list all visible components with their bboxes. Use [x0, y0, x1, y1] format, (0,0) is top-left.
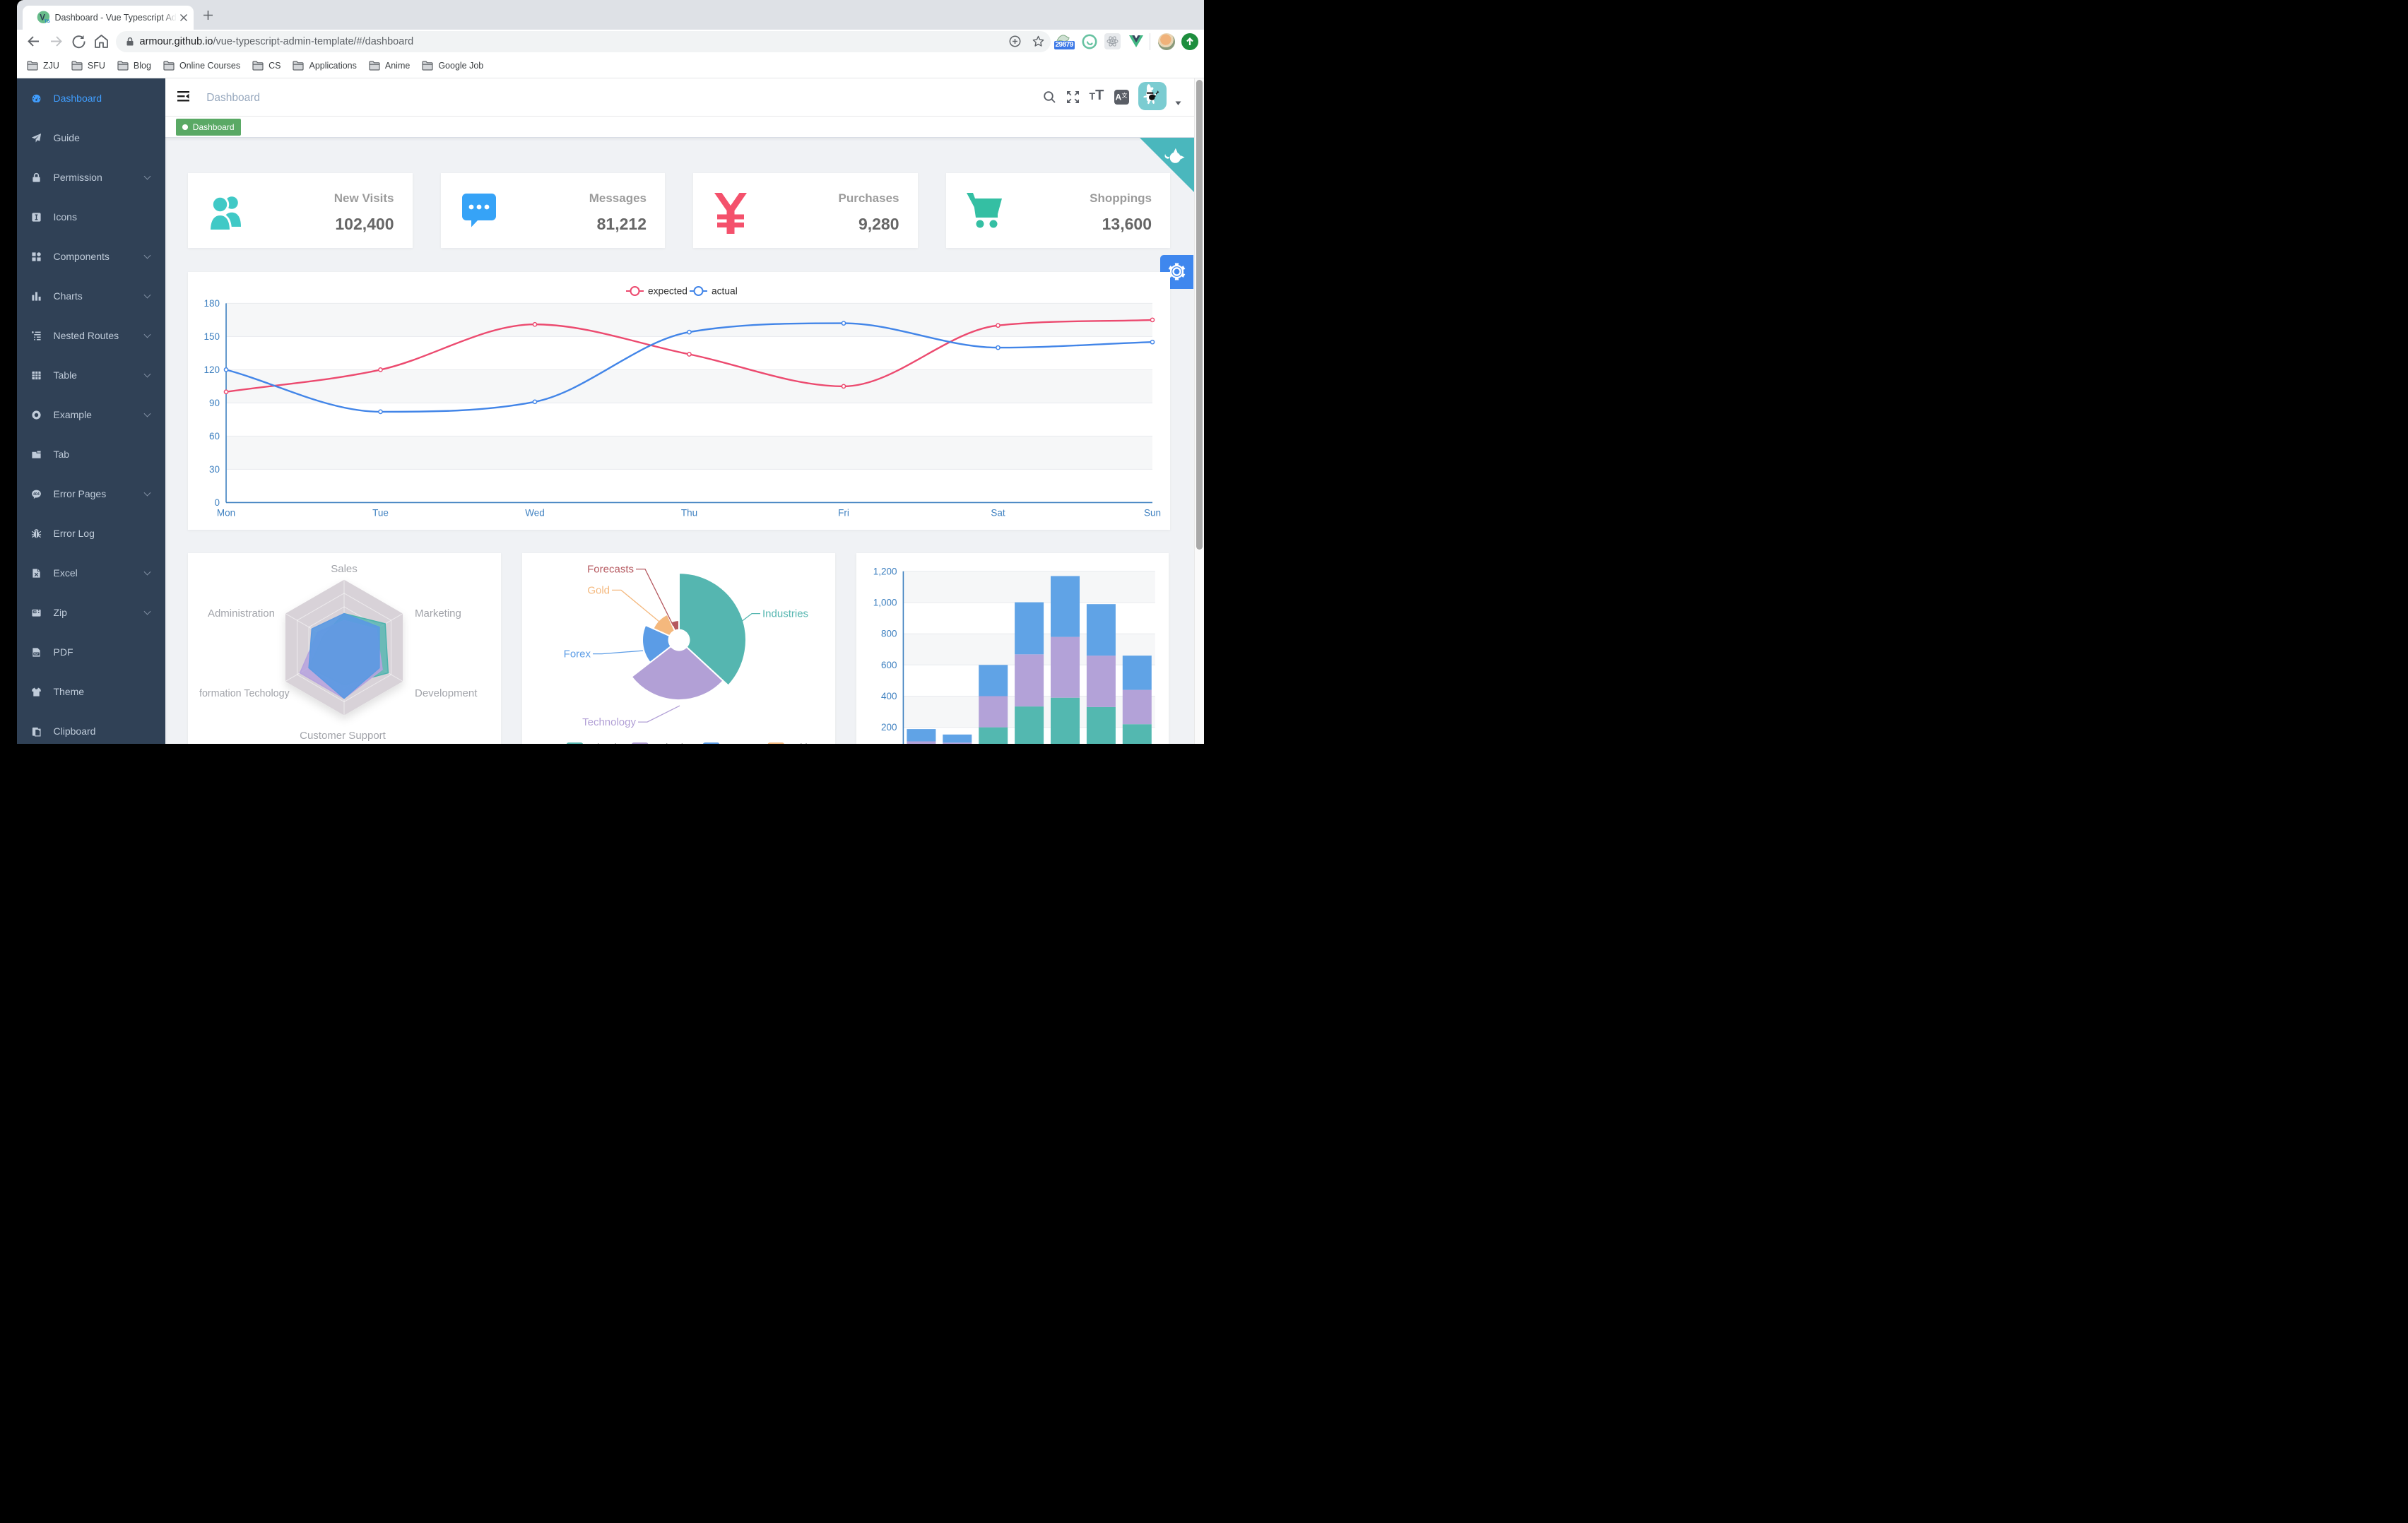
svg-text:Sales: Sales: [331, 563, 358, 575]
svg-text:Development: Development: [415, 687, 478, 699]
svg-text:Customer Support: Customer Support: [300, 730, 386, 742]
svg-text:Technology: Technology: [651, 742, 698, 744]
svg-text:90: 90: [209, 398, 220, 408]
svg-text:Industries: Industries: [586, 742, 627, 744]
svg-text:60: 60: [209, 431, 220, 442]
svg-text:V: V: [40, 14, 45, 23]
svg-text:expected: expected: [648, 285, 687, 296]
svg-text:TS: TS: [44, 19, 49, 24]
svg-text:1,000: 1,000: [873, 597, 897, 608]
svg-text:Gold: Gold: [788, 742, 807, 744]
svg-text:Wed: Wed: [525, 507, 544, 518]
svg-text:200: 200: [880, 722, 897, 733]
svg-text:180: 180: [204, 298, 220, 309]
svg-text:400: 400: [880, 691, 897, 701]
svg-text:PDF: PDF: [33, 652, 38, 655]
svg-text:120: 120: [204, 365, 220, 375]
svg-text:formation Techology: formation Techology: [199, 688, 290, 699]
svg-text:Forecasts: Forecasts: [587, 563, 634, 575]
svg-text:Industries: Industries: [762, 608, 808, 620]
svg-text:Sat: Sat: [991, 507, 1005, 518]
svg-text:Mon: Mon: [217, 507, 235, 518]
svg-text:文: 文: [1122, 92, 1128, 99]
svg-text:600: 600: [880, 660, 897, 670]
svg-text:Technology: Technology: [582, 716, 636, 728]
svg-text:Marketing: Marketing: [415, 608, 461, 620]
svg-text:30: 30: [209, 464, 220, 475]
svg-text:800: 800: [880, 629, 897, 639]
svg-text:Thu: Thu: [681, 507, 697, 518]
svg-text:Tue: Tue: [372, 507, 389, 518]
svg-text:404: 404: [33, 492, 40, 497]
svg-text:A: A: [1116, 92, 1122, 102]
svg-text:0: 0: [215, 497, 220, 508]
svg-text:1,200: 1,200: [873, 566, 897, 576]
svg-text:150: 150: [204, 331, 220, 342]
svg-text:Forex: Forex: [564, 648, 591, 660]
svg-text:Administration: Administration: [208, 608, 275, 620]
svg-text:Gold: Gold: [587, 584, 610, 596]
svg-text:actual: actual: [712, 285, 738, 296]
svg-text:ZIP: ZIP: [33, 610, 37, 613]
svg-text:Fri: Fri: [838, 507, 849, 518]
svg-text:Sun: Sun: [1144, 507, 1161, 518]
svg-text:Forex: Forex: [723, 742, 747, 744]
